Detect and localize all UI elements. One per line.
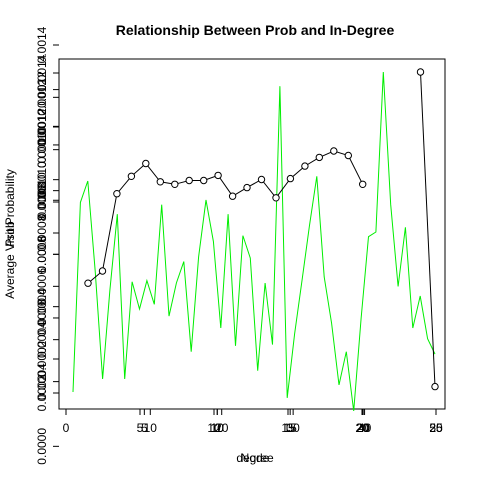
- data-point: [286, 174, 295, 183]
- data-point: [272, 194, 280, 202]
- x-tick-label: 5: [141, 421, 148, 435]
- x-tick-label: 10: [211, 421, 225, 435]
- y-tick-label: 0.0012: [35, 108, 49, 145]
- y-tick-label: 0.0008: [35, 214, 49, 251]
- x-tick-label: 30: [286, 421, 300, 435]
- data-point: [344, 151, 352, 160]
- y-tick-label: 0.0012: [35, 108, 49, 145]
- data-point: [359, 180, 367, 189]
- data-point: [301, 162, 309, 170]
- x-tick-label: 20: [355, 421, 369, 435]
- y-tick-label: 0.0004: [35, 363, 49, 400]
- y-axis-label-2: Prob: [3, 221, 17, 247]
- x-axis-label-2: degree: [236, 451, 274, 465]
- data-point: [330, 147, 338, 155]
- x-tick-label: 10: [211, 421, 225, 435]
- data-point: [185, 176, 193, 185]
- y-tick-label: 0.0008: [35, 236, 49, 273]
- data-point: [214, 171, 222, 180]
- x-tick-label: 15: [281, 421, 295, 435]
- data-point: [84, 279, 92, 287]
- x-tick-label: 20: [215, 421, 229, 435]
- y-tick-label: 0.0008: [35, 182, 49, 219]
- y-tick-label: 0.0014: [35, 26, 49, 63]
- y-axis-label-1: Average Visit Probability: [3, 169, 17, 299]
- y-tick-label: 0.0012: [35, 71, 49, 108]
- x-axis-label-1: Node: [241, 451, 270, 465]
- data-point: [416, 68, 425, 76]
- y-tick-label: 0.0014: [35, 54, 49, 91]
- data-point: [127, 172, 136, 181]
- data-point: [200, 176, 208, 185]
- data-point: [243, 183, 251, 192]
- y-tick-label: 0.0002: [35, 374, 49, 411]
- y-tick-label: 0.0006: [35, 299, 49, 336]
- y-tick-label: 0.0006: [35, 236, 49, 273]
- data-point: [257, 175, 266, 184]
- x-tick-label: 10: [207, 421, 221, 435]
- data-point: [171, 180, 179, 189]
- x-tick-label: 15: [283, 421, 297, 435]
- y-tick-label: 0.0010: [35, 172, 49, 209]
- series-line-green: [72, 71, 436, 412]
- data-point: [156, 178, 165, 186]
- chart-title: Relationship Between Prob and In-Degree: [116, 22, 395, 38]
- data-point: [113, 190, 121, 198]
- y-tick-label: 0.0008: [35, 183, 49, 220]
- data-point: [431, 382, 439, 391]
- y-tick-label: 0.0006: [35, 268, 49, 305]
- x-tick-label: 5: [137, 421, 144, 435]
- x-tick-label: 0: [63, 421, 70, 435]
- data-point: [142, 159, 150, 168]
- y-tick-label: 0.0010: [35, 126, 49, 163]
- x-tick-label: 25: [429, 421, 443, 435]
- x-tick-label: 10: [144, 421, 158, 435]
- y-tick-label: 0.0012: [35, 79, 49, 116]
- y-tick-label: 0.0010: [35, 131, 49, 168]
- plot-frame: [58, 58, 446, 410]
- data-point: [228, 192, 237, 200]
- y-tick-label: 0.0002: [35, 340, 49, 377]
- y-tick-label: 0.0000: [35, 428, 49, 465]
- x-tick-label: 40: [358, 421, 372, 435]
- y-tick-label: 0.0004: [35, 321, 49, 358]
- x-tick-label: 20: [356, 421, 370, 435]
- y-tick-label: 0.0004: [35, 288, 49, 325]
- series-line-black: [420, 71, 436, 387]
- data-point: [315, 153, 323, 162]
- y-tick-label: 0.0010: [35, 161, 49, 198]
- data-point: [98, 267, 107, 275]
- x-tick-label: 25: [429, 421, 443, 435]
- x-tick-label: 50: [429, 421, 443, 435]
- x-tick-label: 20: [356, 421, 370, 435]
